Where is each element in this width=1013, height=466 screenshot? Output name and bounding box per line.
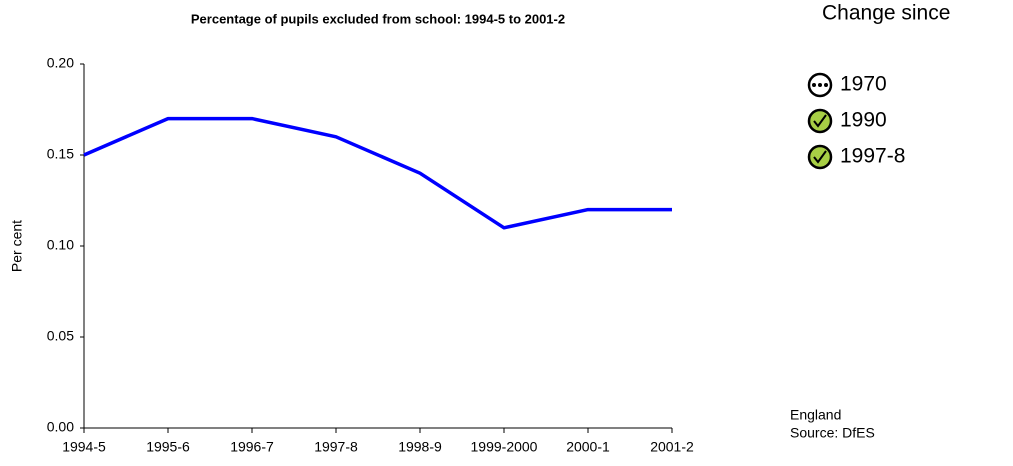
x-tick-label: 1998-9: [398, 439, 442, 455]
legend-title: Change since: [822, 2, 950, 25]
x-tick-label: 1994-5: [62, 439, 106, 455]
legend-item: 1997-8: [840, 145, 905, 168]
y-tick-label: 0.10: [47, 237, 74, 253]
y-tick-label: 0.15: [47, 146, 74, 162]
x-tick-label: 1999-2000: [471, 439, 538, 455]
note: Source: DfES: [790, 425, 875, 441]
x-tick-label: 1996-7: [230, 439, 274, 455]
series-line: [83, 116, 672, 230]
y-tick-label: 0.20: [47, 55, 74, 71]
legend-item: 1970: [840, 73, 887, 96]
status-icon: [807, 144, 833, 170]
x-tick-label: 1997-8: [314, 439, 358, 455]
note: England: [790, 407, 841, 423]
status-icon: [807, 72, 833, 98]
y-axis-label: Per cent: [9, 220, 25, 272]
x-tick-label: 2000-1: [566, 439, 610, 455]
chart-title: Percentage of pupils excluded from schoo…: [191, 11, 565, 26]
x-tick-label: 2001-2: [650, 439, 694, 455]
y-tick-label: 0.00: [47, 419, 74, 435]
x-tick-label: 1995-6: [146, 439, 190, 455]
y-tick-label: 0.05: [47, 328, 74, 344]
legend-item: 1990: [840, 109, 887, 132]
status-icon: [807, 108, 833, 134]
